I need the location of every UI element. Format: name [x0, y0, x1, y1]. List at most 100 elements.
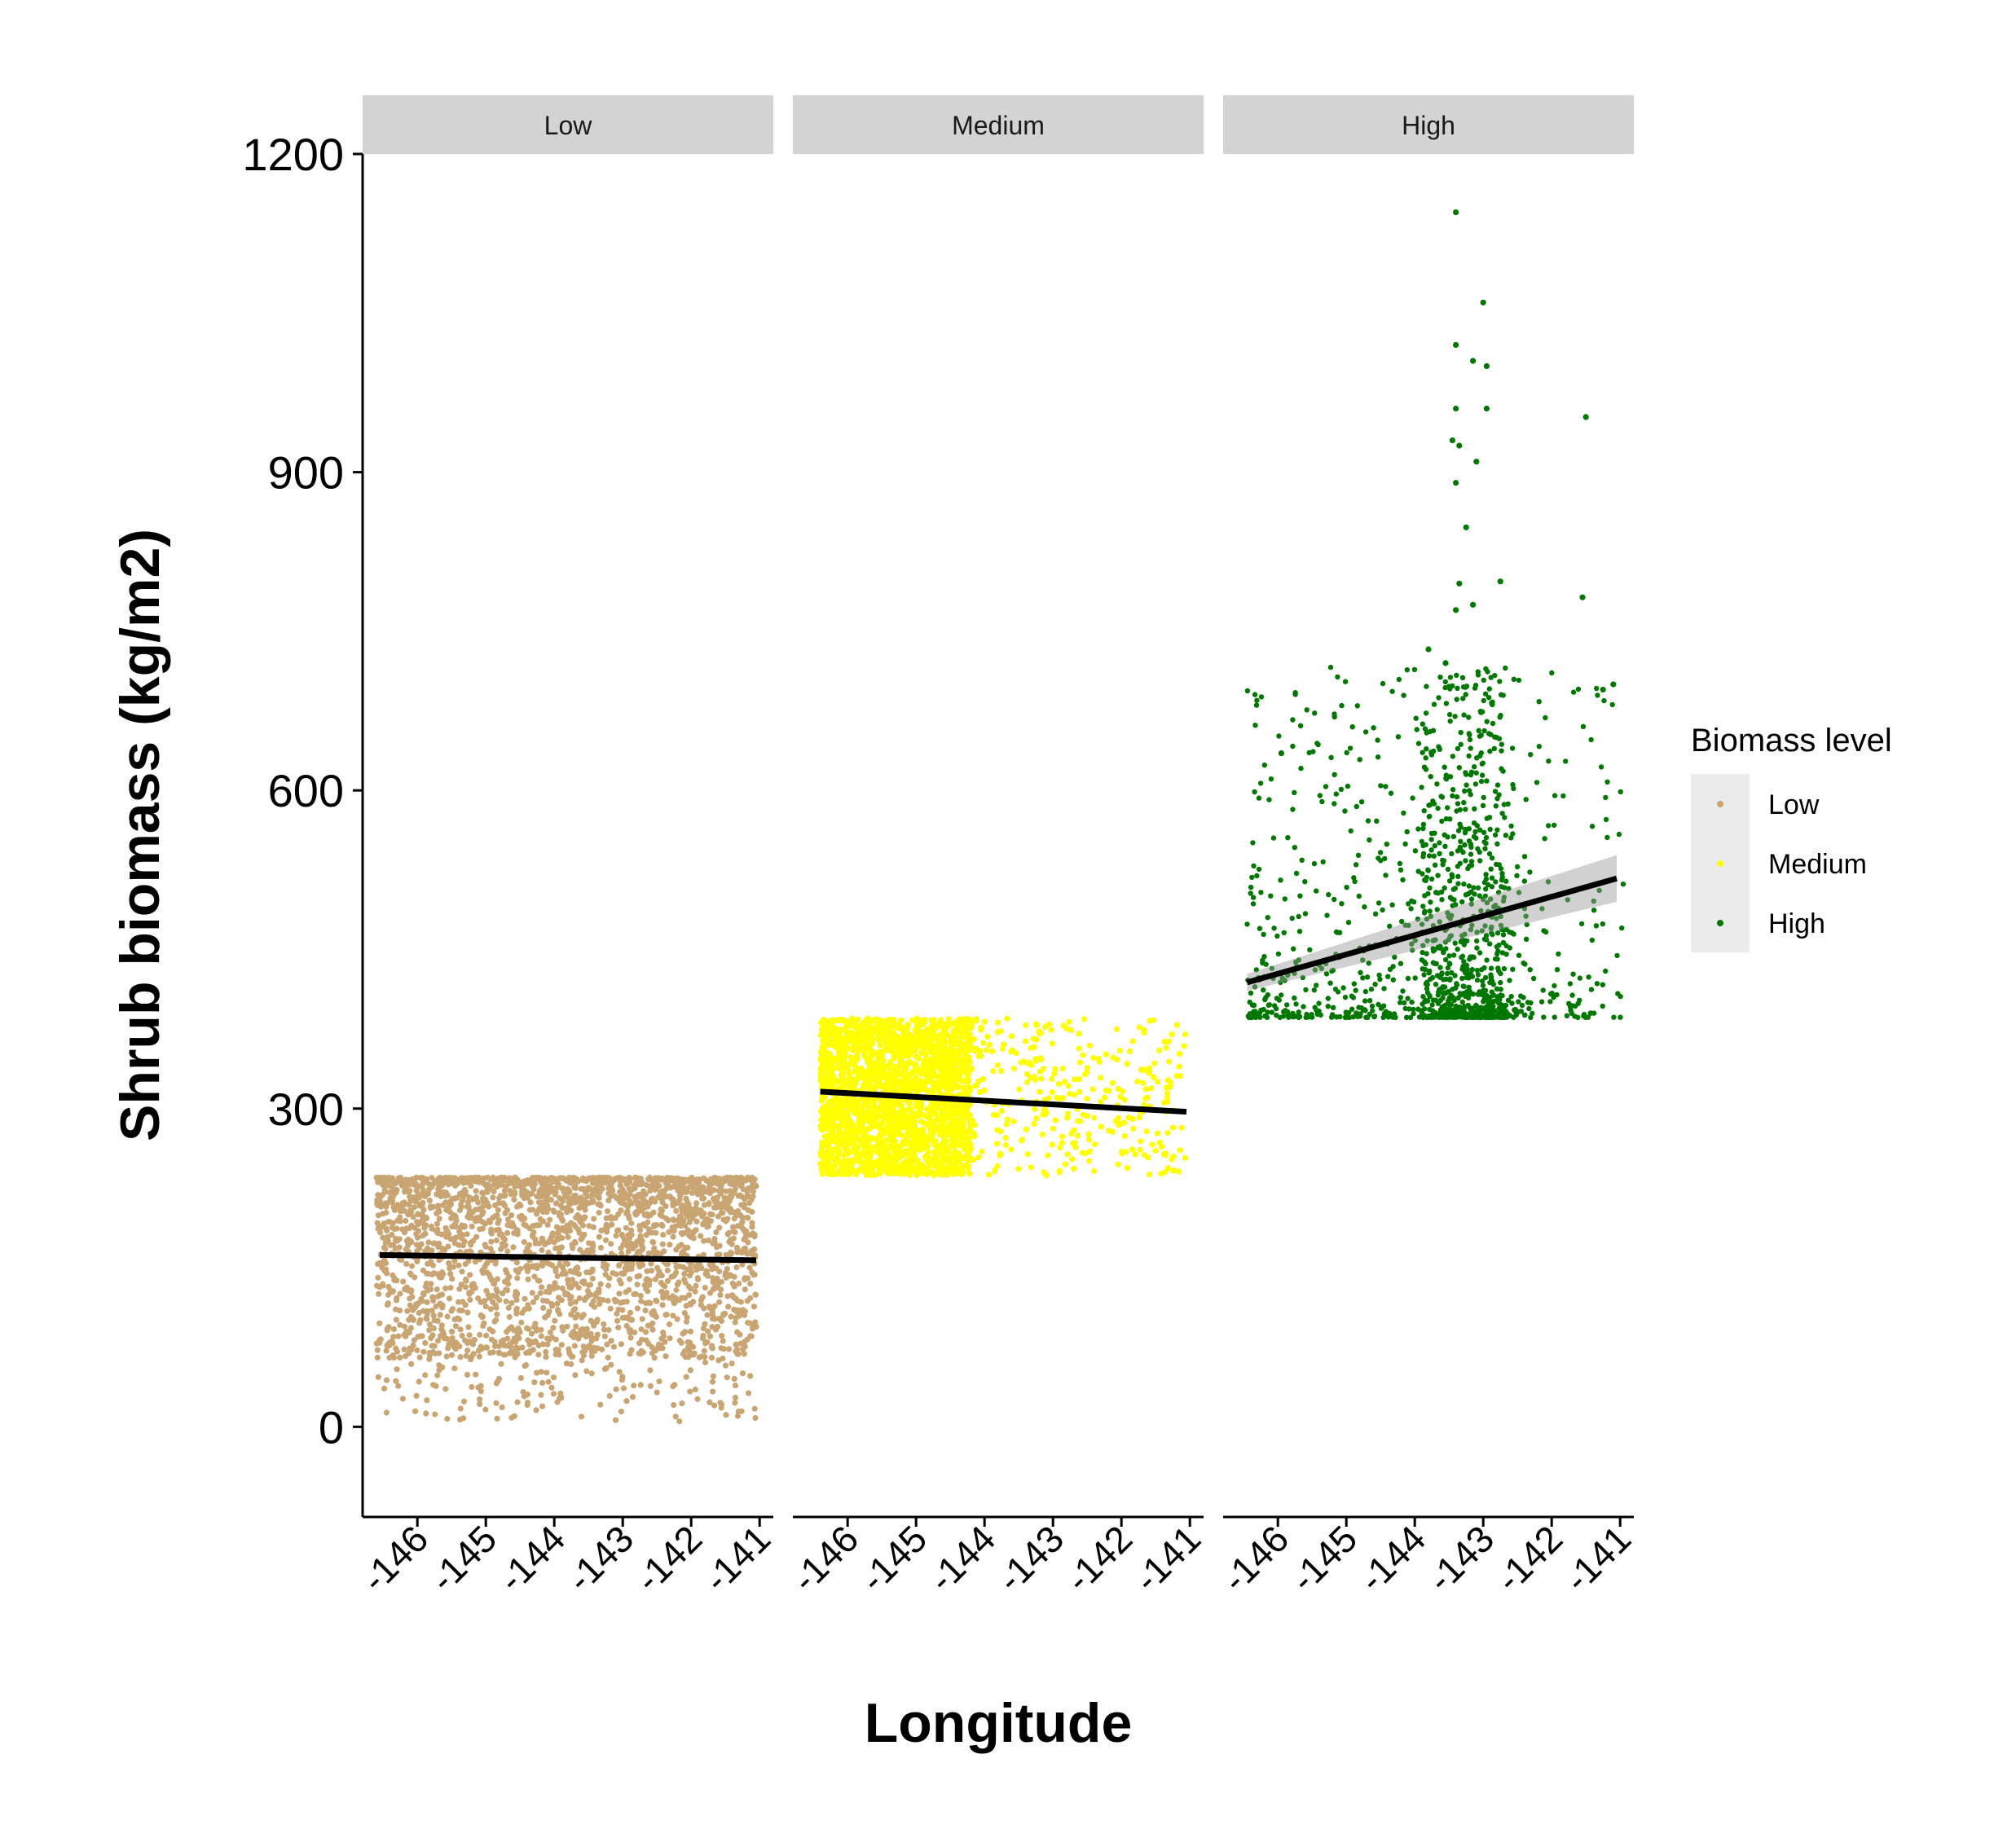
facet-strip-label-medium: Medium — [952, 111, 1045, 140]
data-point — [574, 1331, 580, 1338]
data-point — [737, 1340, 744, 1347]
data-point — [926, 1114, 932, 1120]
data-point — [625, 1212, 632, 1219]
data-point — [643, 1232, 649, 1238]
data-point — [690, 1299, 697, 1305]
data-point — [978, 1027, 984, 1033]
data-point — [406, 1202, 412, 1208]
data-point — [430, 1297, 437, 1304]
data-point — [594, 1317, 601, 1323]
data-point — [957, 1046, 963, 1053]
data-point — [825, 1158, 831, 1164]
data-point — [683, 1303, 689, 1309]
data-point — [853, 1077, 860, 1084]
data-point — [580, 1343, 587, 1350]
data-point — [1016, 1086, 1023, 1093]
data-point — [916, 1036, 922, 1044]
data-point — [706, 1179, 712, 1185]
data-point — [529, 1190, 535, 1197]
data-point — [946, 1084, 953, 1090]
data-point — [484, 1187, 491, 1194]
data-point — [522, 1194, 528, 1201]
data-point — [689, 1189, 696, 1196]
data-point — [496, 1194, 503, 1202]
data-point — [377, 1336, 384, 1343]
data-point — [378, 1193, 385, 1199]
data-point — [524, 1244, 530, 1251]
data-point — [487, 1306, 494, 1312]
data-point — [548, 1232, 556, 1239]
data-point — [395, 1333, 402, 1339]
data-point — [401, 1323, 407, 1330]
data-point — [550, 1207, 557, 1214]
data-point — [1008, 1146, 1015, 1153]
data-point — [939, 1121, 945, 1128]
data-point — [659, 1241, 666, 1247]
data-point — [1146, 1070, 1152, 1076]
data-point — [544, 1370, 550, 1376]
data-point — [694, 1274, 701, 1282]
data-point — [704, 1312, 711, 1318]
data-point — [830, 1128, 836, 1134]
data-point — [711, 1204, 718, 1211]
data-point — [522, 1295, 528, 1302]
data-point — [666, 1229, 672, 1235]
data-point — [886, 1097, 892, 1103]
data-point — [486, 1217, 492, 1224]
data-point — [683, 1318, 690, 1325]
data-point — [537, 1290, 544, 1296]
data-point — [477, 1226, 483, 1233]
data-point — [545, 1378, 552, 1385]
data-point — [1170, 1153, 1177, 1160]
data-point — [506, 1313, 513, 1321]
data-point — [538, 1326, 544, 1333]
data-point — [1129, 1038, 1136, 1044]
data-point — [589, 1248, 596, 1255]
data-point — [990, 1068, 997, 1075]
data-point — [399, 1396, 406, 1402]
data-point — [699, 1195, 706, 1202]
data-point — [423, 1215, 429, 1222]
data-point — [868, 1149, 874, 1155]
data-point — [1068, 1130, 1075, 1137]
data-point — [636, 1340, 643, 1347]
data-point — [583, 1368, 590, 1374]
data-point — [466, 1332, 473, 1339]
data-point — [502, 1236, 508, 1243]
data-point — [543, 1354, 549, 1361]
data-point — [1178, 1124, 1185, 1131]
data-point — [657, 1345, 663, 1352]
data-point — [468, 1215, 475, 1221]
data-point — [464, 1309, 471, 1316]
data-point — [681, 1348, 688, 1355]
data-point — [503, 1286, 509, 1293]
data-point — [473, 1371, 479, 1378]
data-point — [414, 1258, 420, 1264]
data-point — [751, 1246, 758, 1252]
data-point — [847, 1159, 853, 1166]
data-point — [879, 1113, 886, 1119]
data-point — [693, 1267, 700, 1273]
data-point — [488, 1226, 495, 1233]
data-point — [428, 1334, 434, 1341]
data-point — [623, 1238, 629, 1245]
data-point — [586, 1223, 592, 1229]
data-point — [485, 1291, 491, 1298]
data-point — [552, 1336, 559, 1343]
data-point — [680, 1229, 687, 1237]
data-point — [874, 1096, 880, 1102]
data-point — [664, 1277, 671, 1284]
data-point — [921, 1034, 927, 1040]
data-point — [557, 1390, 564, 1396]
data-point — [580, 1177, 587, 1184]
data-point — [426, 1352, 434, 1358]
data-point — [728, 1250, 735, 1256]
data-point — [506, 1273, 513, 1280]
data-point — [733, 1295, 739, 1302]
data-point — [625, 1232, 632, 1238]
data-point — [575, 1271, 583, 1277]
data-point — [456, 1262, 462, 1268]
data-point — [620, 1299, 627, 1305]
data-point — [850, 1040, 856, 1047]
data-point — [741, 1351, 747, 1357]
